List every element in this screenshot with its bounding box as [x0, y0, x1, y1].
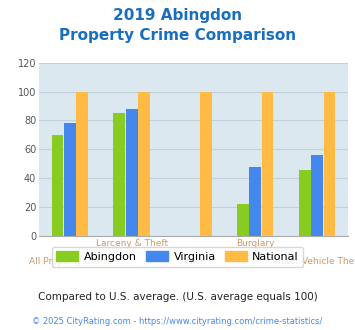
Text: Larceny & Theft: Larceny & Theft — [95, 239, 168, 248]
Text: Compared to U.S. average. (U.S. average equals 100): Compared to U.S. average. (U.S. average … — [38, 292, 317, 302]
Bar — [76, 91, 88, 236]
Bar — [138, 91, 150, 236]
Text: All Property Crime: All Property Crime — [29, 257, 111, 266]
Text: Property Crime Comparison: Property Crime Comparison — [59, 28, 296, 43]
Bar — [237, 204, 249, 236]
Bar — [52, 135, 64, 236]
Legend: Abingdon, Virginia, National: Abingdon, Virginia, National — [51, 247, 304, 267]
Bar — [64, 123, 76, 236]
Bar — [311, 155, 323, 236]
Bar — [323, 91, 335, 236]
Bar — [200, 91, 212, 236]
Text: © 2025 CityRating.com - https://www.cityrating.com/crime-statistics/: © 2025 CityRating.com - https://www.city… — [32, 317, 323, 326]
Bar — [114, 113, 125, 236]
Text: Motor Vehicle Theft: Motor Vehicle Theft — [273, 257, 355, 266]
Text: Burglary: Burglary — [236, 239, 274, 248]
Bar — [126, 109, 138, 236]
Bar — [299, 170, 311, 236]
Text: 2019 Abingdon: 2019 Abingdon — [113, 8, 242, 23]
Text: Arson: Arson — [181, 257, 206, 266]
Bar — [249, 167, 261, 236]
Bar — [262, 91, 273, 236]
